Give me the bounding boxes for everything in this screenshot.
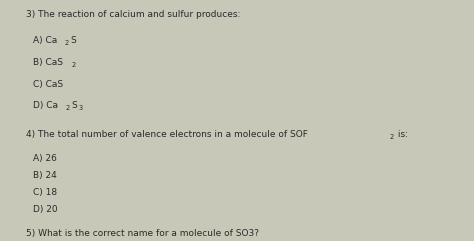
Text: B) CaS: B) CaS [33, 58, 63, 67]
Text: 2: 2 [64, 40, 69, 46]
Text: D) Ca: D) Ca [33, 101, 58, 110]
Text: 5) What is the correct name for a molecule of SO3?: 5) What is the correct name for a molecu… [26, 229, 259, 238]
Text: S: S [70, 36, 76, 45]
Text: 3: 3 [78, 105, 82, 111]
Text: 3) The reaction of calcium and sulfur produces:: 3) The reaction of calcium and sulfur pr… [26, 10, 240, 19]
Text: 2: 2 [72, 62, 76, 68]
Text: D) 20: D) 20 [33, 205, 58, 214]
Text: C) CaS: C) CaS [33, 80, 64, 89]
Text: A) Ca: A) Ca [33, 36, 57, 45]
Text: S: S [71, 101, 77, 110]
Text: B) 24: B) 24 [33, 171, 57, 180]
Text: 4) The total number of valence electrons in a molecule of SOF: 4) The total number of valence electrons… [26, 130, 308, 139]
Text: C) 18: C) 18 [33, 188, 57, 197]
Text: 2: 2 [65, 105, 70, 111]
Text: 2: 2 [390, 134, 394, 140]
Text: A) 26: A) 26 [33, 154, 57, 163]
Text: is:: is: [395, 130, 408, 139]
